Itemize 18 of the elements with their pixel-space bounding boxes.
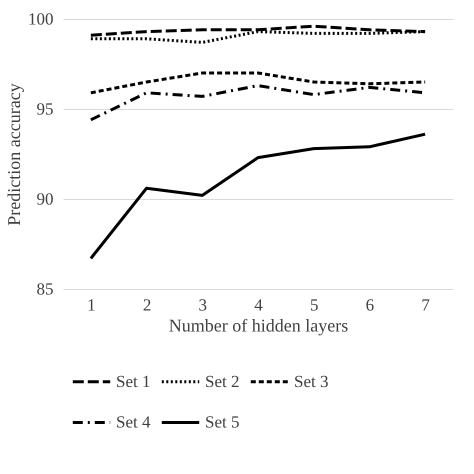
x-tick-label: 3 [198, 296, 208, 314]
legend-label: Set 4 [116, 412, 151, 432]
x-tick-label: 5 [310, 296, 318, 314]
y-tick-label: 100 [28, 10, 54, 28]
y-tick-label: 95 [36, 100, 54, 118]
legend-label: Set 5 [205, 412, 240, 432]
legend-label: Set 1 [116, 372, 150, 391]
x-tick-label: 1 [87, 296, 96, 314]
legend-label: Set 3 [294, 372, 328, 391]
x-tick-label: 2 [142, 296, 152, 314]
x-tick-label: 4 [254, 296, 264, 314]
y-axis-title: Prediction accuracy [4, 83, 24, 226]
y-tick-label: 90 [36, 190, 54, 208]
x-tick-label: 6 [366, 296, 374, 314]
y-tick-label: 85 [36, 280, 54, 298]
x-tick-label: 7 [421, 296, 430, 314]
x-axis-title: Number of hidden layers [168, 316, 348, 336]
legend-label: Set 2 [205, 372, 240, 391]
